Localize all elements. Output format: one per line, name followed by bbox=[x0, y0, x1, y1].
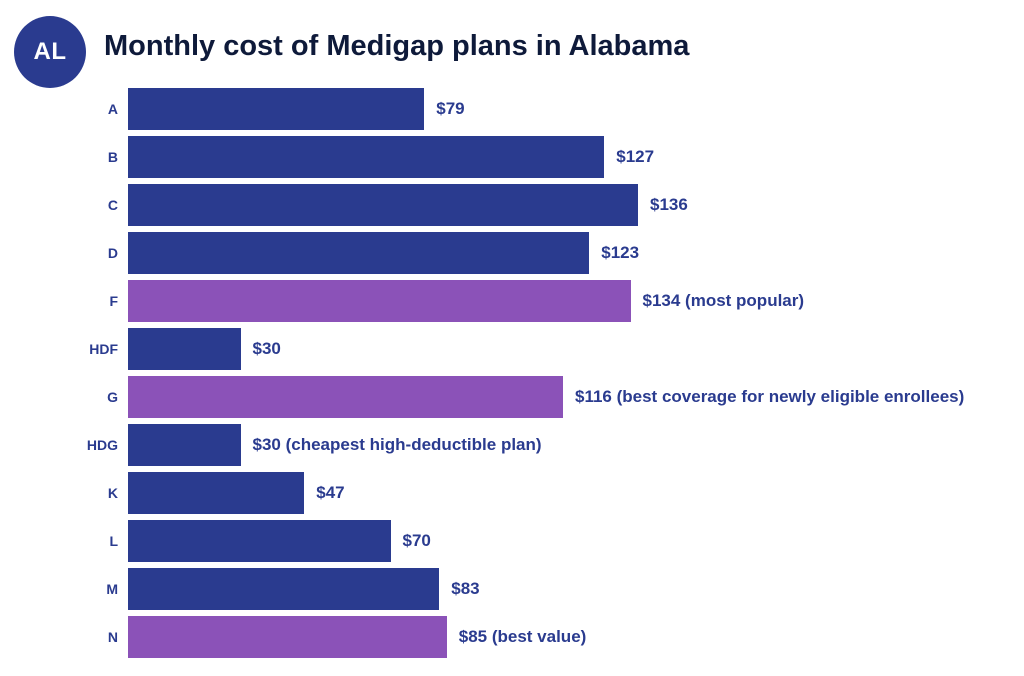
bar-wrap: $134 (most popular) bbox=[128, 280, 994, 322]
bar-row: F $134 (most popular) bbox=[76, 278, 994, 324]
value-label: $83 bbox=[439, 579, 994, 599]
category-label: HDG bbox=[76, 437, 128, 453]
bar bbox=[128, 616, 447, 658]
bar-row: K $47 bbox=[76, 470, 994, 516]
bar bbox=[128, 136, 604, 178]
chart-title: Monthly cost of Medigap plans in Alabama bbox=[104, 30, 689, 63]
value-label: $123 bbox=[589, 243, 994, 263]
bar bbox=[128, 376, 563, 418]
category-label: L bbox=[76, 533, 128, 549]
bar-row: B $127 bbox=[76, 134, 994, 180]
value-label: $134 (most popular) bbox=[631, 291, 995, 311]
category-label: N bbox=[76, 629, 128, 645]
bar bbox=[128, 184, 638, 226]
value-label: $47 bbox=[304, 483, 994, 503]
bar-row: HDG $30 (cheapest high-deductible plan) bbox=[76, 422, 994, 468]
bar bbox=[128, 568, 439, 610]
bar-wrap: $136 bbox=[128, 184, 994, 226]
state-badge-text: AL bbox=[34, 38, 67, 66]
value-label: $70 bbox=[391, 531, 995, 551]
bar bbox=[128, 88, 424, 130]
value-label: $30 (cheapest high-deductible plan) bbox=[241, 435, 995, 455]
bar bbox=[128, 328, 241, 370]
bar-wrap: $79 bbox=[128, 88, 994, 130]
chart-container: AL Monthly cost of Medigap plans in Alab… bbox=[0, 0, 1024, 676]
bar-wrap: $85 (best value) bbox=[128, 616, 994, 658]
value-label: $85 (best value) bbox=[447, 627, 994, 647]
bar-wrap: $30 (cheapest high-deductible plan) bbox=[128, 424, 994, 466]
category-label: K bbox=[76, 485, 128, 501]
bar bbox=[128, 472, 304, 514]
bar-row: G $116 (best coverage for newly eligible … bbox=[76, 374, 994, 420]
bar-chart: A $79 B $127 C $136 D $123 F $134 (most popular) H… bbox=[76, 86, 994, 662]
bar-wrap: $83 bbox=[128, 568, 994, 610]
bar bbox=[128, 520, 391, 562]
bar-wrap: $30 bbox=[128, 328, 994, 370]
bar-row: M $83 bbox=[76, 566, 994, 612]
value-label: $30 bbox=[241, 339, 995, 359]
category-label: C bbox=[76, 197, 128, 213]
bar-row: D $123 bbox=[76, 230, 994, 276]
bar bbox=[128, 424, 241, 466]
bar-row: L $70 bbox=[76, 518, 994, 564]
bar bbox=[128, 280, 631, 322]
category-label: B bbox=[76, 149, 128, 165]
category-label: F bbox=[76, 293, 128, 309]
bar-wrap: $116 (best coverage for newly eligible e… bbox=[128, 376, 994, 418]
category-label: D bbox=[76, 245, 128, 261]
bar-row: HDF $30 bbox=[76, 326, 994, 372]
category-label: HDF bbox=[76, 341, 128, 357]
value-label: $136 bbox=[638, 195, 994, 215]
bar-row: C $136 bbox=[76, 182, 994, 228]
bar bbox=[128, 232, 589, 274]
value-label: $127 bbox=[604, 147, 994, 167]
bar-row: N $85 (best value) bbox=[76, 614, 994, 660]
state-badge: AL bbox=[14, 16, 86, 88]
bar-wrap: $127 bbox=[128, 136, 994, 178]
bar-wrap: $47 bbox=[128, 472, 994, 514]
value-label: $116 (best coverage for newly eligible e… bbox=[563, 387, 994, 407]
bar-wrap: $70 bbox=[128, 520, 994, 562]
category-label: M bbox=[76, 581, 128, 597]
category-label: A bbox=[76, 101, 128, 117]
bar-wrap: $123 bbox=[128, 232, 994, 274]
value-label: $79 bbox=[424, 99, 994, 119]
category-label: G bbox=[76, 389, 128, 405]
bar-row: A $79 bbox=[76, 86, 994, 132]
